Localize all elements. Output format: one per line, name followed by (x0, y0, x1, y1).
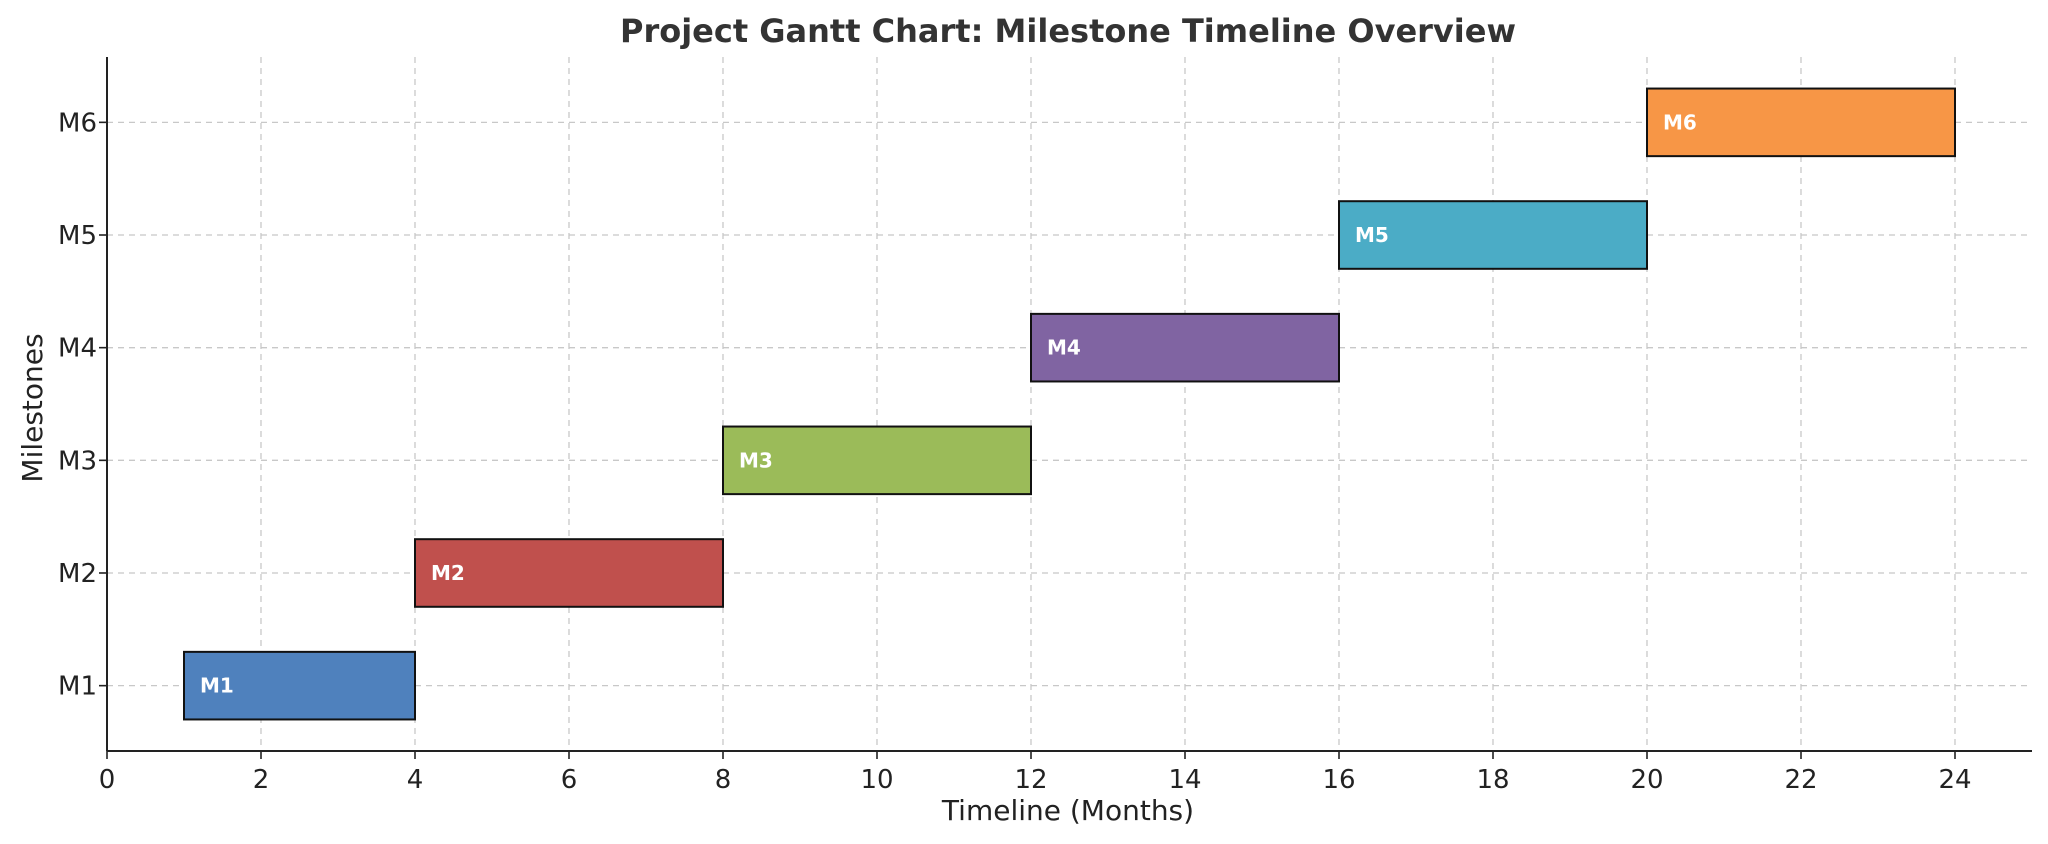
bar-label: M5 (1355, 223, 1389, 247)
bar-layer: M1 M2 M3 M4 M5 M6 (183, 87, 1956, 721)
gantt-bar-m3 (722, 425, 1032, 496)
bar-label: M1 (200, 674, 234, 698)
x-axis-label: Timeline (Months) (941, 794, 1194, 827)
x-tick-label: 24 (1938, 765, 1971, 795)
y-tick-label: M1 (58, 672, 97, 702)
x-tick-label: 18 (1476, 765, 1509, 795)
y-tick-label: M4 (58, 334, 97, 364)
x-tick-label: 4 (407, 765, 424, 795)
y-tick-label: M5 (58, 221, 97, 251)
bar-label: M3 (739, 448, 773, 472)
bar-label: M6 (1663, 110, 1697, 134)
x-tick-label: 20 (1630, 765, 1663, 795)
gantt-bar-m6 (1646, 87, 1956, 158)
y-axis-label: Milestones (16, 333, 49, 482)
x-tick-label: 0 (99, 765, 116, 795)
y-tick-label: M2 (58, 559, 97, 589)
x-tick-label: 12 (1014, 765, 1047, 795)
x-tick-label: 8 (715, 765, 732, 795)
x-tick-label: 6 (561, 765, 578, 795)
gantt-bar-m5 (1338, 200, 1648, 270)
bar-label: M4 (1047, 336, 1081, 360)
x-tick-label: 22 (1784, 765, 1817, 795)
x-tick-label: 2 (253, 765, 270, 795)
y-tick-label: M6 (58, 108, 97, 138)
bar-label: M2 (431, 561, 465, 585)
gantt-bar-m4 (1030, 312, 1340, 383)
y-tick-label: M3 (58, 446, 97, 476)
gantt-bar-m1 (183, 650, 416, 721)
grid-layer (106, 57, 2032, 751)
x-tick-label: 10 (860, 765, 893, 795)
x-tick-label: 14 (1168, 765, 1201, 795)
chart-title: Project Gantt Chart: Milestone Timeline … (620, 12, 1516, 50)
gantt-bar-m2 (414, 538, 724, 608)
x-tick-label: 16 (1322, 765, 1355, 795)
